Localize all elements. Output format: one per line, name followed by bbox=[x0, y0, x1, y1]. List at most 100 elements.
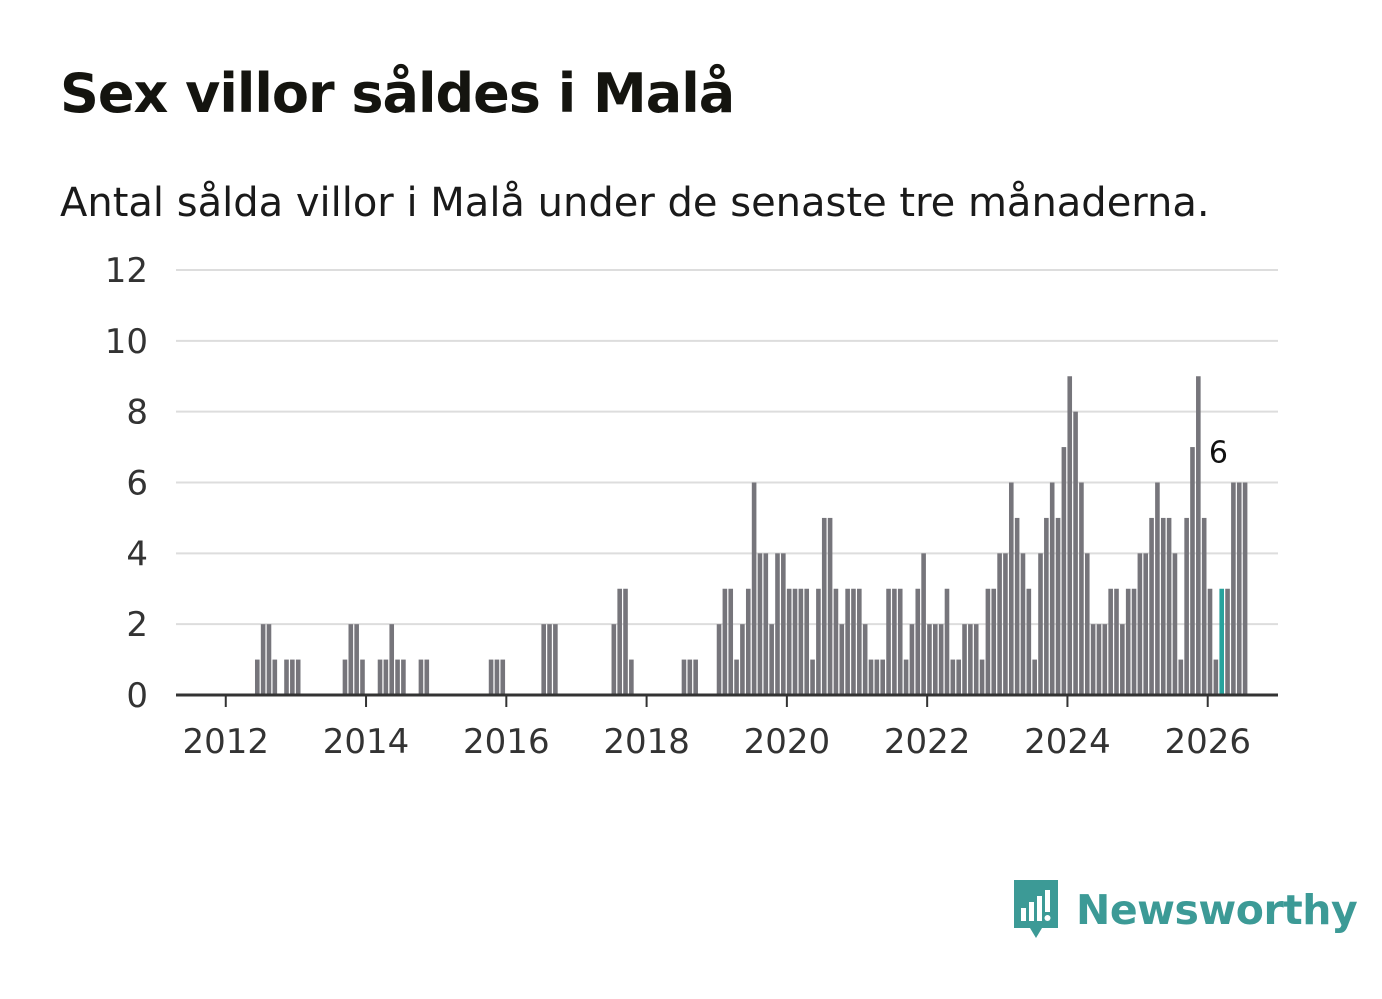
bar bbox=[903, 659, 909, 695]
bar bbox=[798, 588, 804, 695]
bar bbox=[401, 659, 406, 695]
bar bbox=[921, 553, 926, 695]
bar bbox=[1114, 588, 1119, 695]
bar bbox=[781, 553, 786, 695]
bar bbox=[260, 624, 266, 695]
chart-subtitle: Antal sålda villor i Malå under de senas… bbox=[60, 180, 1210, 226]
bar bbox=[348, 624, 354, 695]
bar bbox=[284, 659, 289, 695]
bar bbox=[745, 588, 751, 695]
bar bbox=[629, 659, 634, 695]
bar bbox=[1207, 588, 1213, 695]
bar bbox=[1178, 659, 1184, 695]
bar bbox=[377, 659, 383, 695]
bar bbox=[757, 553, 763, 695]
bar bbox=[1160, 517, 1166, 695]
bar bbox=[886, 588, 891, 695]
bar bbox=[693, 659, 698, 695]
bar bbox=[991, 588, 997, 695]
brand-name: Newsworthy bbox=[1076, 886, 1358, 934]
last-value-label: 6 bbox=[1209, 436, 1228, 471]
bar bbox=[1231, 482, 1236, 695]
chart-title: Sex villor såldes i Malå bbox=[60, 62, 735, 125]
bar bbox=[985, 588, 991, 695]
bar bbox=[1084, 553, 1090, 695]
bar bbox=[541, 624, 546, 695]
bar bbox=[950, 659, 956, 695]
grid-lines bbox=[176, 269, 1278, 626]
bar bbox=[1014, 517, 1020, 695]
bar bbox=[792, 588, 798, 695]
bar bbox=[845, 588, 850, 695]
bar bbox=[687, 659, 693, 695]
bar bbox=[1242, 482, 1248, 695]
bar bbox=[915, 588, 921, 695]
bar bbox=[488, 659, 494, 695]
bar bbox=[769, 624, 774, 695]
bar bbox=[1213, 659, 1219, 695]
bar bbox=[997, 553, 1002, 695]
bar bbox=[254, 659, 260, 695]
bar bbox=[821, 517, 827, 695]
bar bbox=[1026, 588, 1032, 695]
bar bbox=[1032, 659, 1037, 695]
bar bbox=[740, 624, 745, 695]
bar bbox=[1172, 553, 1178, 695]
y-tick-label: 2 bbox=[126, 605, 148, 645]
y-tick-label: 12 bbox=[105, 251, 148, 291]
bar bbox=[1102, 624, 1108, 695]
bar bbox=[862, 624, 868, 695]
bar bbox=[804, 588, 810, 695]
bar bbox=[1020, 553, 1026, 695]
bar bbox=[1137, 553, 1143, 695]
bar bbox=[1166, 517, 1172, 695]
x-tick-label: 2026 bbox=[1164, 722, 1251, 762]
bar bbox=[728, 588, 734, 695]
bar bbox=[1079, 482, 1084, 695]
y-tick-label: 4 bbox=[126, 534, 148, 574]
bar bbox=[290, 659, 295, 695]
bar bbox=[979, 659, 985, 695]
bar bbox=[1003, 553, 1008, 695]
bar bbox=[1108, 588, 1113, 695]
bar bbox=[1155, 482, 1160, 695]
bar bbox=[1225, 588, 1230, 695]
bar bbox=[395, 659, 400, 695]
bar-series bbox=[254, 376, 1248, 695]
bar bbox=[839, 624, 845, 695]
bar bbox=[424, 659, 430, 695]
bar bbox=[266, 624, 272, 695]
bar bbox=[973, 624, 979, 695]
bar bbox=[751, 482, 757, 695]
bar bbox=[494, 659, 500, 695]
bar bbox=[775, 553, 780, 695]
bar bbox=[734, 659, 739, 695]
bar bbox=[722, 588, 728, 695]
bar bbox=[880, 659, 885, 695]
bar bbox=[892, 588, 897, 695]
y-tick-label: 6 bbox=[126, 464, 148, 504]
bar bbox=[681, 659, 687, 695]
bar bbox=[1096, 624, 1102, 695]
bar bbox=[1038, 553, 1043, 695]
bar bbox=[1131, 588, 1137, 695]
x-tick-label: 2024 bbox=[1024, 722, 1111, 762]
bar bbox=[1201, 517, 1207, 695]
bar bbox=[1073, 411, 1078, 695]
bar bbox=[944, 588, 950, 695]
bar bbox=[816, 588, 821, 695]
bar bbox=[956, 659, 961, 695]
bar bbox=[1044, 517, 1049, 695]
x-tick-label: 2014 bbox=[323, 722, 410, 762]
bar bbox=[1061, 447, 1067, 695]
bar bbox=[360, 659, 365, 695]
y-axis-ticks: 0 2 4 6 8 10 12 bbox=[105, 251, 148, 716]
bar bbox=[1049, 482, 1055, 695]
bar bbox=[1236, 482, 1242, 695]
x-tick-label: 2020 bbox=[744, 722, 831, 762]
bar bbox=[617, 588, 622, 695]
bar bbox=[1090, 624, 1096, 695]
bar bbox=[623, 588, 628, 695]
bar-chart-speech-bubble-icon bbox=[1010, 876, 1062, 944]
